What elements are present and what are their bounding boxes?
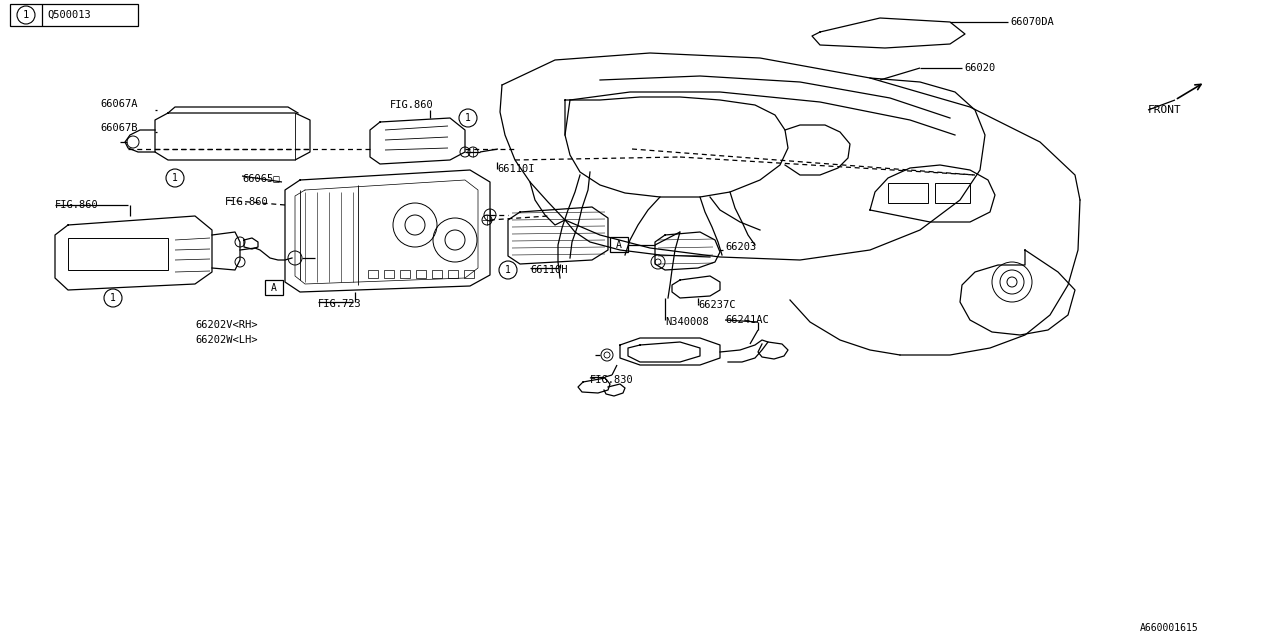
Text: 1: 1 — [506, 265, 511, 275]
Text: N340008: N340008 — [666, 317, 709, 327]
Text: 66202V<RH>: 66202V<RH> — [195, 320, 257, 330]
Text: 66067A: 66067A — [100, 99, 137, 109]
Text: 66110H: 66110H — [530, 265, 567, 275]
Text: A660001615: A660001615 — [1140, 623, 1199, 633]
Text: 1: 1 — [110, 293, 116, 303]
Text: A: A — [271, 283, 276, 293]
Bar — [465, 270, 474, 278]
Bar — [384, 270, 394, 278]
Bar — [448, 270, 458, 278]
Text: 66020: 66020 — [964, 63, 996, 73]
Bar — [68, 238, 168, 270]
Text: Q500013: Q500013 — [47, 10, 91, 20]
Text: FIG.860: FIG.860 — [225, 197, 269, 207]
Text: 66237C: 66237C — [698, 300, 736, 310]
Bar — [265, 280, 283, 295]
Bar — [888, 183, 928, 203]
Text: FIG.723: FIG.723 — [317, 299, 362, 309]
Bar — [416, 270, 426, 278]
Text: 1: 1 — [465, 113, 471, 123]
Text: 66241AC: 66241AC — [724, 315, 769, 325]
Bar — [433, 270, 442, 278]
Text: 66067B: 66067B — [100, 123, 137, 133]
Text: FIG.860: FIG.860 — [55, 200, 99, 210]
Text: FRONT: FRONT — [1148, 105, 1181, 115]
Text: 1: 1 — [23, 10, 29, 20]
Bar — [611, 237, 628, 252]
Text: FIG.830: FIG.830 — [590, 375, 634, 385]
Text: 66203: 66203 — [724, 242, 756, 252]
Text: 66065□: 66065□ — [242, 173, 279, 183]
Text: FIG.860: FIG.860 — [390, 100, 434, 110]
Text: 66202W<LH>: 66202W<LH> — [195, 335, 257, 345]
Text: A: A — [616, 240, 622, 250]
Bar — [10, 4, 138, 26]
Text: 66110I: 66110I — [497, 164, 535, 174]
Text: 1: 1 — [172, 173, 178, 183]
Bar — [934, 183, 970, 203]
Text: 66070DA: 66070DA — [1010, 17, 1053, 27]
Bar — [369, 270, 378, 278]
Bar — [401, 270, 410, 278]
